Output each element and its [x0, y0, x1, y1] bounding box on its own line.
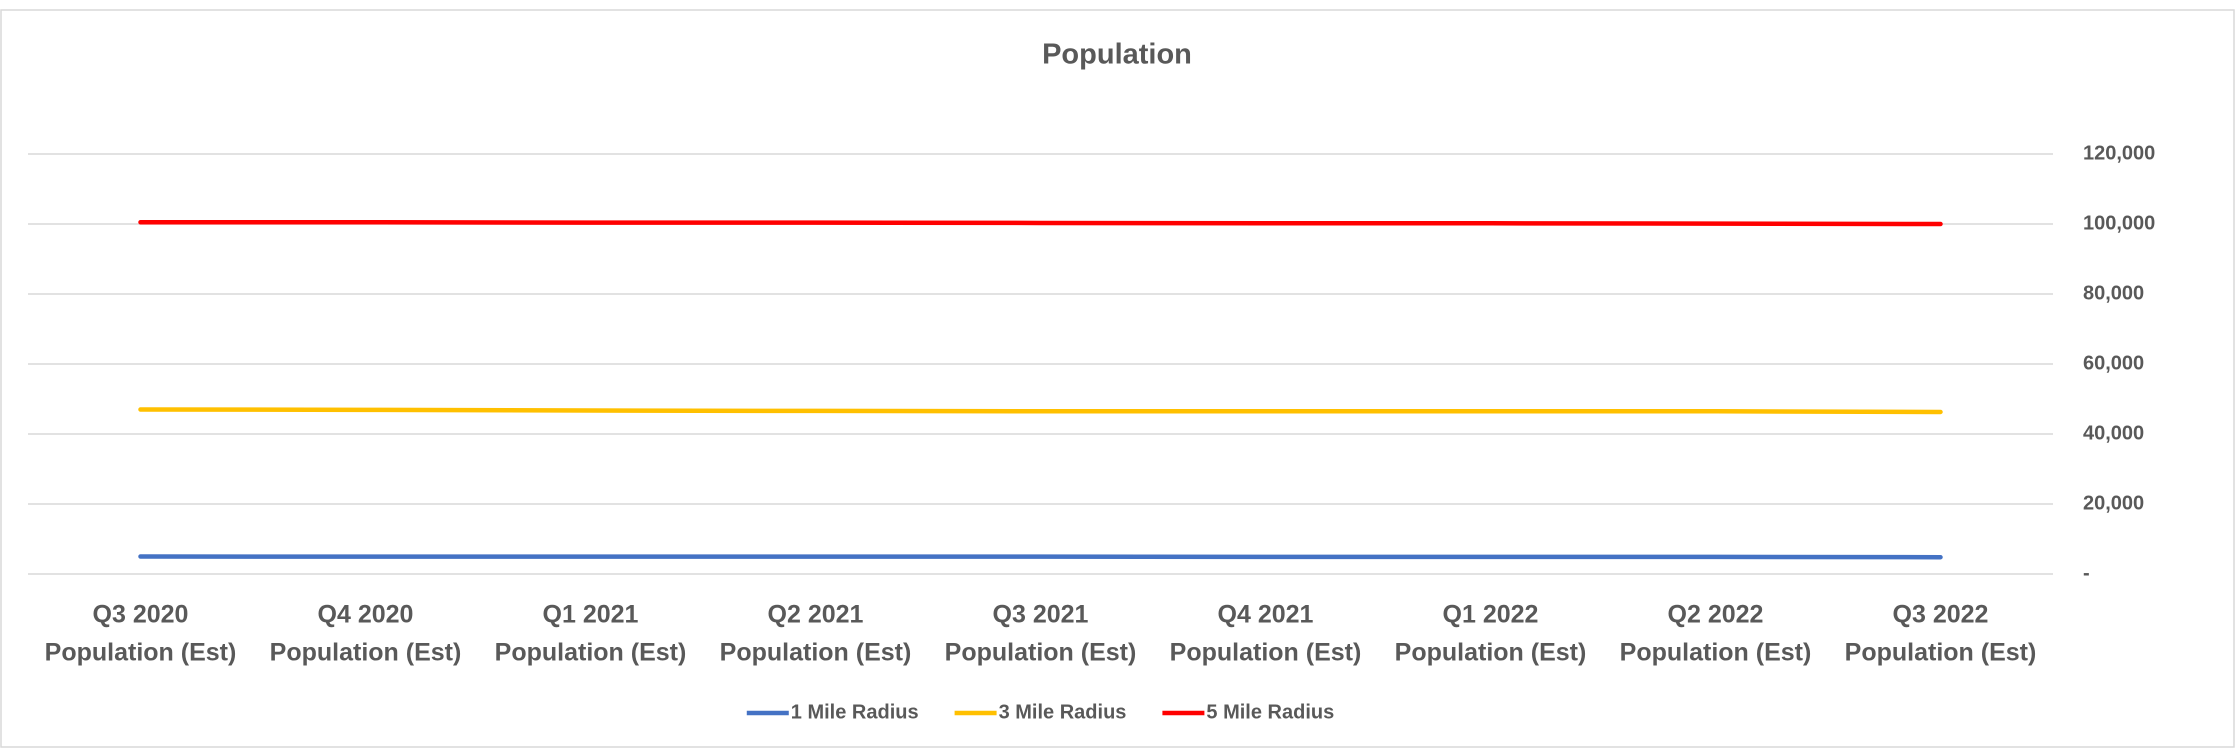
x-tick-label: Population (Est) — [945, 639, 1137, 667]
x-tick-label: Population (Est) — [1395, 639, 1587, 667]
x-tick-label: Q2 2022 — [1668, 601, 1764, 629]
x-tick-label: Q4 2020 — [318, 601, 414, 629]
chart-title: Population — [1042, 39, 1192, 71]
y-tick-label: 60,000 — [2083, 352, 2144, 374]
x-tick-label: Population (Est) — [1620, 639, 1812, 667]
x-tick-label: Q1 2021 — [543, 601, 639, 629]
y-tick-label: 120,000 — [2083, 142, 2155, 164]
line-series — [138, 407, 1943, 415]
y-tick-label: - — [2083, 562, 2090, 584]
line-series — [138, 220, 1943, 227]
x-tick-label: Q3 2020 — [93, 601, 189, 629]
y-tick-label: 20,000 — [2083, 492, 2144, 514]
x-tick-label: Population (Est) — [495, 639, 687, 667]
legend-label: 1 Mile Radius — [791, 701, 919, 723]
x-tick-label: Population (Est) — [270, 639, 462, 667]
y-tick-label: 100,000 — [2083, 212, 2155, 234]
x-tick-label: Q2 2021 — [768, 601, 864, 629]
line-series — [138, 554, 1943, 560]
x-tick-label: Population (Est) — [1845, 639, 2037, 667]
legend-label: 3 Mile Radius — [999, 701, 1127, 723]
chart-border — [0, 9, 2235, 748]
legend-label: 5 Mile Radius — [1206, 701, 1334, 723]
x-tick-label: Q3 2022 — [1893, 601, 1989, 629]
x-tick-label: Population (Est) — [1170, 639, 1362, 667]
x-tick-label: Population (Est) — [720, 639, 912, 667]
y-tick-label: 40,000 — [2083, 422, 2144, 444]
x-tick-label: Q4 2021 — [1218, 601, 1314, 629]
x-tick-label: Q3 2021 — [993, 601, 1089, 629]
x-tick-label: Q1 2022 — [1443, 601, 1539, 629]
y-tick-label: 80,000 — [2083, 282, 2144, 304]
x-tick-label: Population (Est) — [45, 639, 237, 667]
